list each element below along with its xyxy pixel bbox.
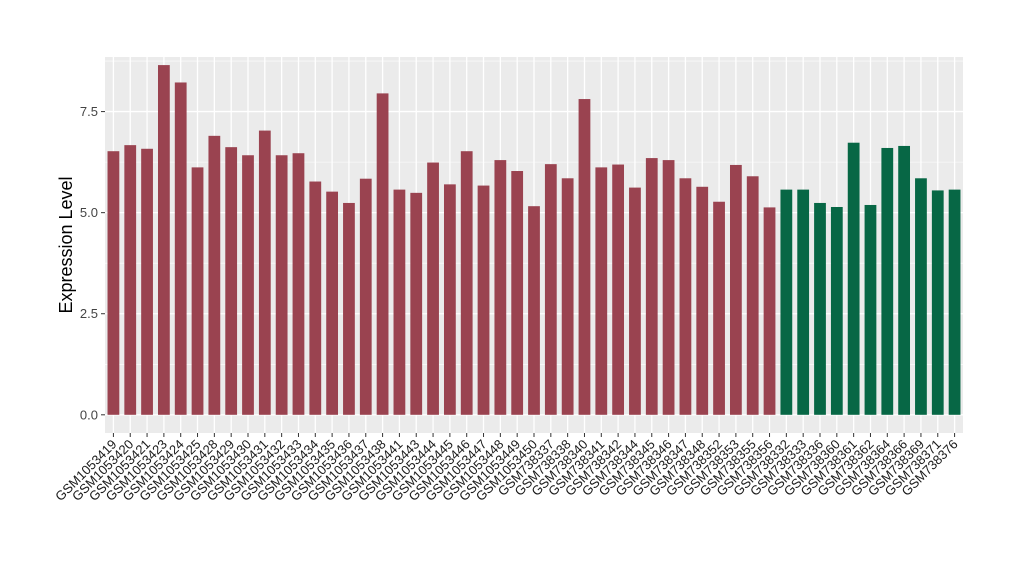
bar (242, 155, 254, 415)
y-tick-label: 5.0 (80, 205, 98, 220)
y-tick-label: 2.5 (80, 306, 98, 321)
bar (898, 145, 911, 415)
bar (141, 148, 153, 415)
bar (258, 130, 271, 415)
bar (780, 189, 793, 415)
bar (746, 176, 759, 415)
bar (107, 151, 120, 415)
bar (645, 158, 658, 415)
x-axis-ticks: GSM1053419GSM1053420GSM1053421GSM1053423… (52, 433, 961, 504)
bar (629, 187, 641, 415)
bar (662, 160, 675, 415)
bar (208, 135, 221, 415)
bar (275, 155, 288, 415)
bar (292, 153, 305, 415)
bar (225, 147, 238, 415)
bar (679, 178, 692, 415)
bar (494, 160, 507, 415)
bar (595, 167, 608, 415)
bar (561, 178, 574, 415)
bar (174, 82, 187, 415)
y-axis-title: Expression Level (56, 176, 76, 313)
bar (443, 184, 456, 415)
bar (410, 192, 423, 415)
y-axis-ticks: 0.0 2.5 5.0 7.5 (80, 104, 105, 422)
bar (847, 142, 860, 415)
y-tick-label: 7.5 (80, 104, 98, 119)
bars (107, 65, 961, 415)
bar (612, 164, 625, 415)
bar (477, 185, 490, 415)
bar (696, 186, 709, 415)
bar (326, 191, 339, 415)
bar (393, 189, 406, 415)
bar (157, 65, 170, 415)
bar (830, 206, 843, 415)
bar (309, 181, 322, 415)
bar (544, 164, 557, 415)
bar (528, 206, 540, 415)
bar (460, 151, 473, 415)
bar (578, 99, 591, 415)
bar (376, 93, 389, 415)
bar (359, 178, 372, 415)
bar (814, 202, 826, 415)
bar (881, 147, 894, 415)
bar (427, 162, 439, 415)
bar (915, 178, 927, 415)
bar (729, 164, 742, 415)
y-tick-label: 0.0 (80, 407, 98, 422)
bar (343, 202, 355, 415)
bar (713, 201, 725, 415)
bar (191, 167, 204, 415)
bar (511, 171, 524, 415)
bar (864, 204, 877, 415)
bar (931, 190, 944, 415)
bar (797, 189, 810, 415)
bar (763, 207, 776, 415)
bar (124, 145, 137, 415)
bar (948, 189, 961, 415)
